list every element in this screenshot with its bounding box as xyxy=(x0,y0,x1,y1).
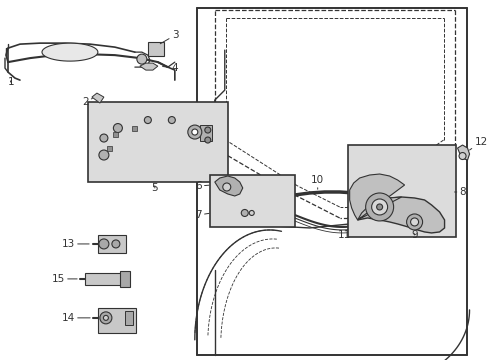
Circle shape xyxy=(377,204,383,210)
Polygon shape xyxy=(92,93,104,103)
Circle shape xyxy=(371,199,388,215)
Bar xyxy=(125,311,133,325)
Bar xyxy=(132,126,137,131)
Text: 12: 12 xyxy=(469,137,488,150)
Text: 6: 6 xyxy=(195,181,209,191)
Text: 13: 13 xyxy=(62,239,89,249)
Circle shape xyxy=(366,193,393,221)
Text: 1: 1 xyxy=(7,77,14,87)
Bar xyxy=(148,42,164,56)
Circle shape xyxy=(100,312,112,324)
Circle shape xyxy=(188,125,202,139)
Circle shape xyxy=(205,127,211,133)
Text: 14: 14 xyxy=(62,313,90,323)
Text: 5: 5 xyxy=(151,183,158,193)
Bar xyxy=(210,175,294,227)
Bar xyxy=(107,145,112,150)
Circle shape xyxy=(103,315,108,320)
Bar xyxy=(88,102,228,182)
Text: 4: 4 xyxy=(163,63,178,73)
Text: 15: 15 xyxy=(51,274,77,284)
Circle shape xyxy=(169,117,175,123)
Circle shape xyxy=(411,218,418,226)
Circle shape xyxy=(112,240,120,248)
Text: 7: 7 xyxy=(195,210,209,220)
Bar xyxy=(85,273,127,285)
Text: 3: 3 xyxy=(160,30,178,44)
Circle shape xyxy=(99,150,109,160)
Circle shape xyxy=(113,123,122,132)
Circle shape xyxy=(223,183,231,191)
Circle shape xyxy=(137,54,147,64)
Bar xyxy=(348,145,456,237)
Circle shape xyxy=(192,129,198,135)
Text: 9: 9 xyxy=(411,230,418,240)
Circle shape xyxy=(145,117,151,123)
Polygon shape xyxy=(458,145,469,160)
Text: 8: 8 xyxy=(455,187,466,197)
Circle shape xyxy=(407,214,422,230)
Bar xyxy=(98,235,126,253)
Text: 10: 10 xyxy=(311,175,324,189)
Circle shape xyxy=(205,137,211,143)
Circle shape xyxy=(99,239,109,249)
Circle shape xyxy=(241,210,248,216)
Text: 11: 11 xyxy=(338,227,351,240)
Bar xyxy=(98,308,136,333)
Polygon shape xyxy=(358,197,444,233)
Circle shape xyxy=(459,153,466,159)
Circle shape xyxy=(100,134,108,142)
Polygon shape xyxy=(350,174,405,220)
Polygon shape xyxy=(42,43,98,61)
Bar xyxy=(200,125,212,141)
Bar xyxy=(113,131,119,136)
Text: 2: 2 xyxy=(82,97,93,107)
Polygon shape xyxy=(215,176,243,196)
Polygon shape xyxy=(140,63,158,70)
Bar xyxy=(120,271,130,287)
Circle shape xyxy=(249,211,254,216)
